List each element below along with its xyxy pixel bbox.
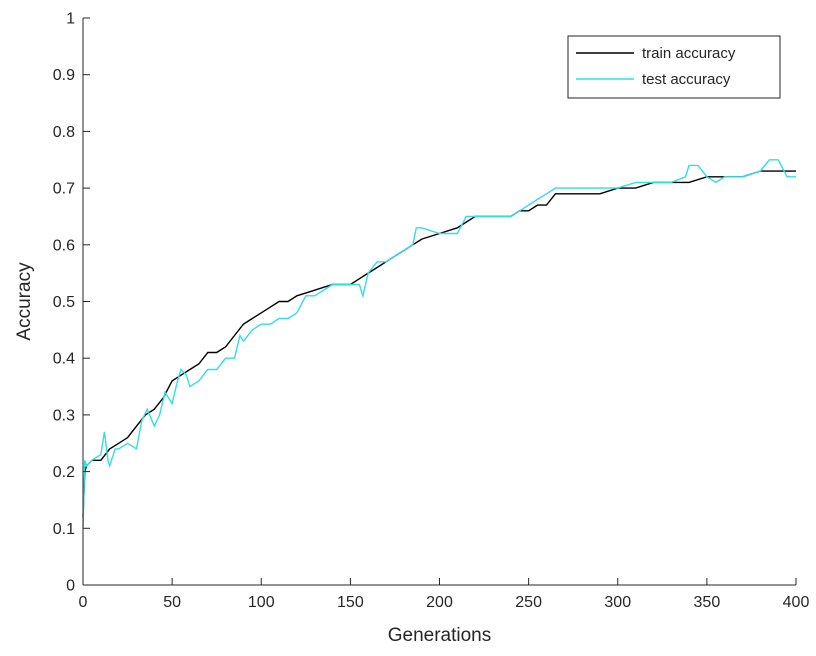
x-tick-label: 0	[79, 594, 88, 611]
x-tick-label: 350	[694, 594, 721, 611]
y-tick-label: 0.9	[53, 67, 75, 84]
legend-box	[567, 35, 781, 99]
y-tick-label: 0.2	[53, 464, 75, 481]
x-tick-label: 50	[163, 594, 181, 611]
legend-label: test accuracy	[642, 71, 731, 88]
x-tick-label: 150	[337, 594, 364, 611]
axes-layer: 0 50 100 150 200 250 300 350 400 0 0.1 0.2 0.3 0.4 0.5…	[53, 11, 810, 612]
x-tick-label: 200	[426, 594, 453, 611]
x-tick-label: 300	[604, 594, 631, 611]
series-layer	[82, 159, 796, 529]
x-tick-label: 400	[783, 594, 810, 611]
y-tick-label: 0.7	[53, 181, 75, 198]
x-tick-label: 100	[248, 594, 275, 611]
y-tick-label: 1	[66, 11, 75, 28]
plot-area-background	[83, 18, 796, 585]
y-tick-label: 0.6	[53, 237, 75, 254]
series-line-test-accuracy	[82, 159, 796, 529]
y-tick-label: 0.8	[53, 124, 75, 141]
y-tick-label: 0.1	[53, 521, 75, 538]
legend: train accuracy test accuracy	[567, 35, 781, 99]
y-tick-label: 0.3	[53, 407, 75, 424]
x-tick-label: 250	[515, 594, 542, 611]
x-axis-label: Generations	[388, 625, 492, 646]
y-tick-label: 0.4	[53, 351, 75, 368]
y-axis-label: Accuracy	[14, 262, 35, 341]
y-tick-label: 0	[66, 578, 75, 595]
legend-label: train accuracy	[642, 45, 736, 62]
y-tick-label: 0.5	[53, 294, 75, 311]
